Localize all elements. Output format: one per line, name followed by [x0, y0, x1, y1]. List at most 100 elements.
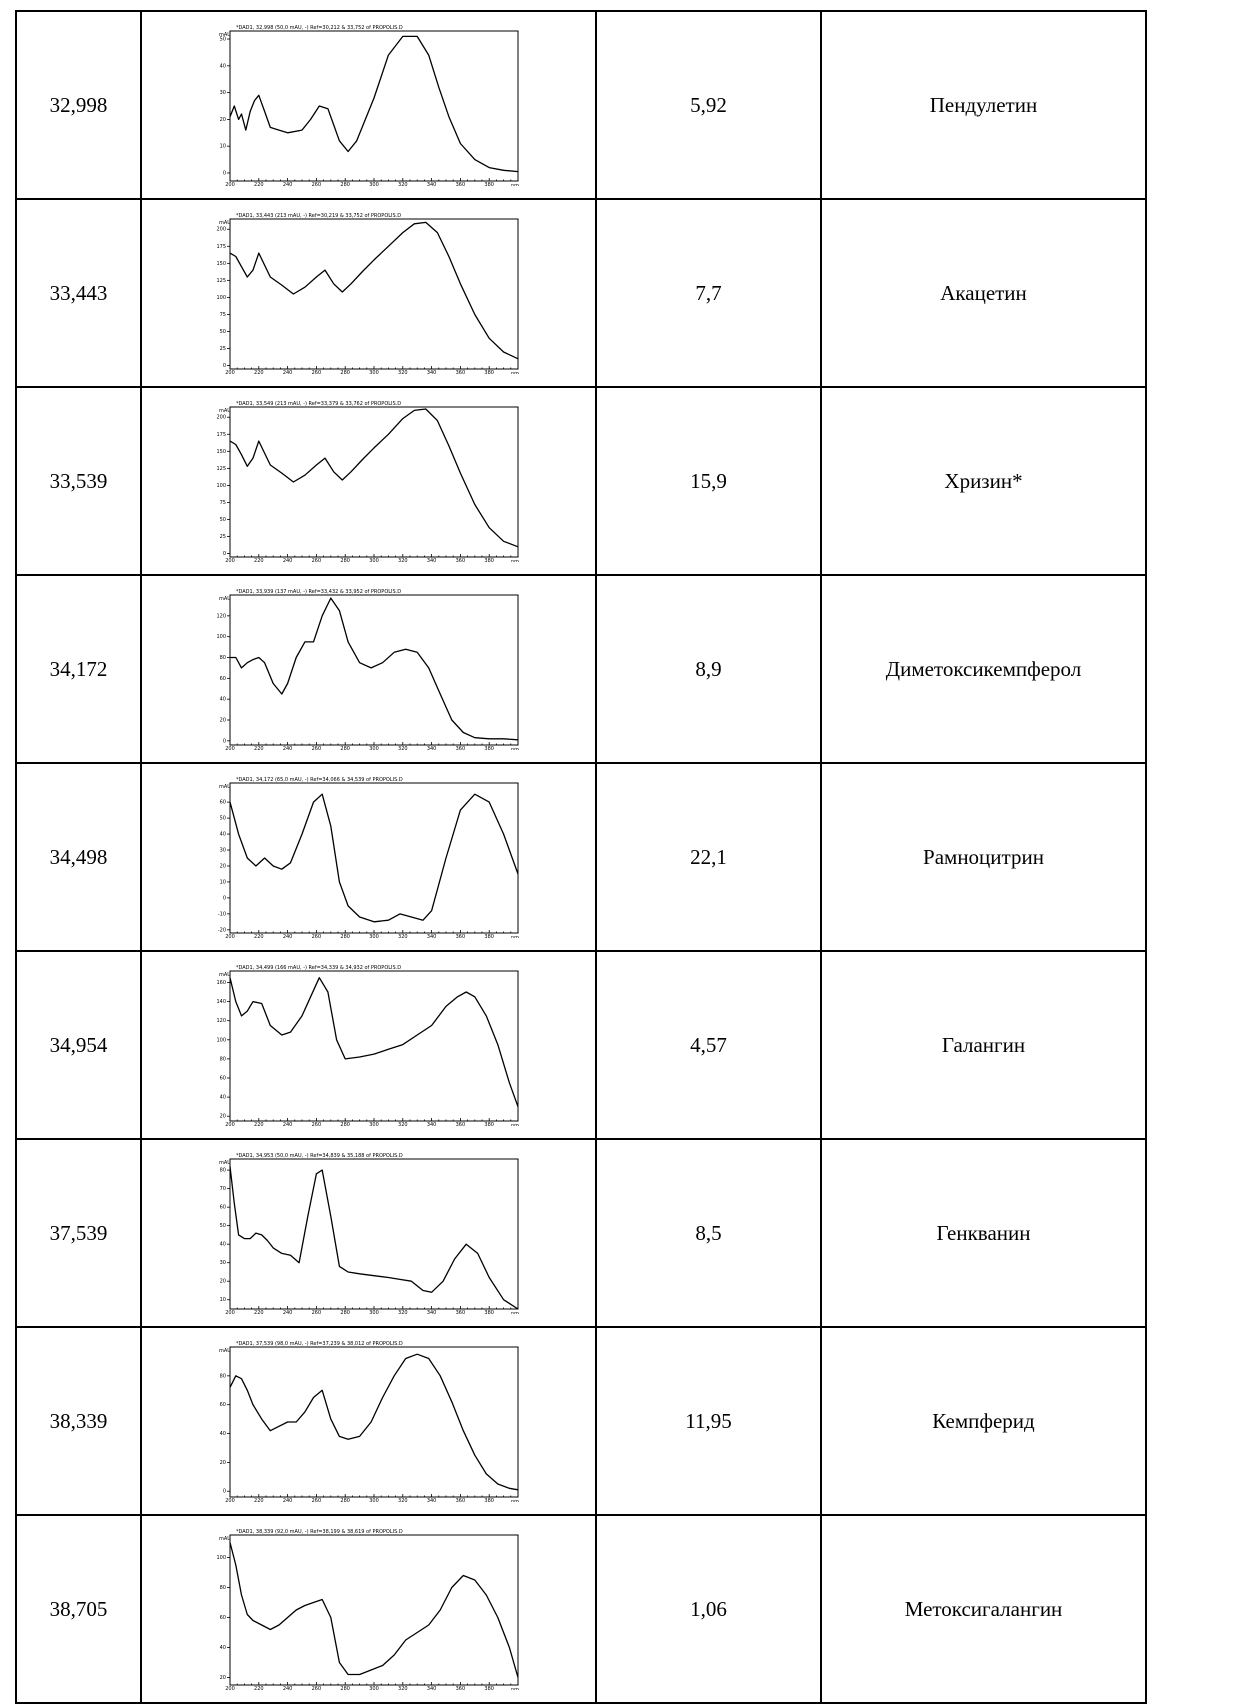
- retention-time-cell: 37,539: [15, 1138, 142, 1328]
- x-tick-label: 240: [282, 746, 292, 750]
- y-tick-label: 80: [219, 1373, 225, 1379]
- x-tick-label: 300: [369, 370, 379, 374]
- y-tick-label: 30: [219, 848, 225, 854]
- y-tick-label: 40: [219, 1095, 225, 1101]
- x-tick-label: 220: [254, 182, 264, 186]
- x-tick-label: 260: [311, 1498, 321, 1502]
- y-tick-label: 40: [219, 1242, 225, 1248]
- y-tick-label: 60: [219, 800, 225, 806]
- uv-spectrum-chart: *DAD1, 34,499 (166 mAU, -) Ref=34,339 & …: [216, 965, 519, 1126]
- x-unit-label: nm: [511, 1687, 519, 1690]
- y-tick-label: 40: [219, 697, 225, 703]
- x-tick-label: 200: [225, 746, 235, 750]
- spectrum-caption: *DAD1, 33,939 (137 mAU, -) Ref=33,432 & …: [236, 589, 401, 595]
- spectrum-cell: *DAD1, 34,499 (166 mAU, -) Ref=34,339 & …: [140, 950, 597, 1140]
- x-tick-label: 240: [282, 1686, 292, 1690]
- y-tick-label: 0: [222, 551, 225, 557]
- x-tick-label: 340: [426, 746, 436, 750]
- y-tick-label: 80: [219, 655, 225, 661]
- y-tick-label: 10: [219, 1297, 225, 1303]
- table-row: 33,539 *DAD1, 33,549 (213 mAU, -) Ref=33,…: [15, 386, 1147, 576]
- x-tick-label: 200: [225, 1122, 235, 1126]
- x-tick-label: 220: [254, 1122, 264, 1126]
- plot-frame: [229, 1346, 518, 1498]
- x-tick-label: 320: [398, 746, 408, 750]
- x-tick-label: 320: [398, 182, 408, 186]
- x-tick-label: 200: [225, 558, 235, 562]
- plot-frame: [229, 30, 518, 182]
- spectra-table: 32,998 *DAD1, 32,998 (50,0 mAU, -) Ref=30…: [15, 10, 1147, 1704]
- y-tick-label: 120: [216, 1018, 226, 1024]
- compound-name-cell: Хризин*: [820, 386, 1147, 576]
- y-tick-label: 50: [219, 816, 225, 822]
- y-tick-label: 0: [222, 895, 225, 901]
- x-tick-label: 380: [484, 1686, 494, 1690]
- compound-name-cell: Галангин: [820, 950, 1147, 1140]
- y-tick-label: 60: [219, 676, 225, 682]
- x-tick-label: 220: [254, 746, 264, 750]
- x-tick-label: 340: [426, 934, 436, 938]
- y-tick-label: 60: [219, 1205, 225, 1211]
- spectrum-caption: *DAD1, 34,953 (50,0 mAU, -) Ref=34,839 &…: [236, 1153, 403, 1159]
- y-unit-label: mAU: [219, 220, 231, 226]
- x-tick-label: 320: [398, 370, 408, 374]
- x-tick-label: 260: [311, 182, 321, 186]
- uv-spectrum-chart: *DAD1, 33,443 (213 mAU, -) Ref=30,219 & …: [216, 213, 519, 374]
- content-cell: 8,9: [595, 574, 822, 764]
- x-tick-label: 280: [340, 746, 350, 750]
- table-row: 37,539 *DAD1, 34,953 (50,0 mAU, -) Ref=34…: [15, 1138, 1147, 1328]
- x-tick-label: 300: [369, 1686, 379, 1690]
- uv-spectrum-chart: *DAD1, 33,939 (137 mAU, -) Ref=33,432 & …: [216, 589, 519, 750]
- x-tick-label: 320: [398, 1686, 408, 1690]
- table-row: 34,172 *DAD1, 33,939 (137 mAU, -) Ref=33,…: [15, 574, 1147, 764]
- x-tick-label: 280: [340, 1498, 350, 1502]
- x-tick-label: 340: [426, 558, 436, 562]
- x-tick-label: 300: [369, 558, 379, 562]
- y-tick-label: 175: [216, 244, 226, 250]
- x-tick-label: 360: [455, 182, 465, 186]
- y-tick-label: 80: [219, 1056, 225, 1062]
- x-tick-label: 240: [282, 370, 292, 374]
- x-tick-label: 300: [369, 182, 379, 186]
- x-tick-label: 300: [369, 934, 379, 938]
- x-tick-label: 380: [484, 1498, 494, 1502]
- x-tick-label: 200: [225, 1686, 235, 1690]
- retention-time-cell: 34,172: [15, 574, 142, 764]
- content-cell: 22,1: [595, 762, 822, 952]
- compound-name-cell: Генкванин: [820, 1138, 1147, 1328]
- content-cell: 5,92: [595, 10, 822, 200]
- x-unit-label: nm: [511, 1499, 519, 1502]
- spectrum-cell: *DAD1, 33,939 (137 mAU, -) Ref=33,432 & …: [140, 574, 597, 764]
- y-tick-label: 40: [219, 1645, 225, 1651]
- y-tick-label: 100: [216, 1037, 226, 1043]
- plot-frame: [229, 1158, 518, 1310]
- y-tick-label: 60: [219, 1615, 225, 1621]
- y-tick-label: 20: [219, 1460, 225, 1466]
- y-tick-label: 80: [219, 1168, 225, 1174]
- table-row: 32,998 *DAD1, 32,998 (50,0 mAU, -) Ref=30…: [15, 10, 1147, 200]
- x-tick-label: 340: [426, 1686, 436, 1690]
- y-tick-label: 20: [219, 1675, 225, 1681]
- x-unit-label: nm: [511, 559, 519, 562]
- x-tick-label: 360: [455, 1498, 465, 1502]
- x-tick-label: 380: [484, 934, 494, 938]
- x-unit-label: nm: [511, 183, 519, 186]
- spectrum-caption: *DAD1, 37,539 (98,0 mAU, -) Ref=37,239 &…: [236, 1341, 403, 1347]
- uv-spectrum-chart: *DAD1, 37,539 (98,0 mAU, -) Ref=37,239 &…: [219, 1341, 519, 1502]
- absorbance-curve: [228, 1166, 518, 1310]
- x-tick-label: 240: [282, 1498, 292, 1502]
- spectrum-cell: *DAD1, 32,998 (50,0 mAU, -) Ref=30,212 &…: [140, 10, 597, 200]
- spectrum-cell: *DAD1, 34,953 (50,0 mAU, -) Ref=34,839 &…: [140, 1138, 597, 1328]
- x-tick-label: 360: [455, 934, 465, 938]
- absorbance-curve: [228, 1353, 518, 1491]
- x-tick-label: 360: [455, 1122, 465, 1126]
- y-unit-label: mAU: [219, 1160, 231, 1166]
- x-tick-label: 280: [340, 1310, 350, 1314]
- retention-time-cell: 34,498: [15, 762, 142, 952]
- y-tick-label: 20: [219, 718, 225, 724]
- x-tick-label: 340: [426, 1122, 436, 1126]
- absorbance-curve: [229, 408, 518, 548]
- x-tick-label: 380: [484, 558, 494, 562]
- spectrum-cell: *DAD1, 33,549 (213 mAU, -) Ref=33,379 & …: [140, 386, 597, 576]
- x-tick-label: 320: [398, 558, 408, 562]
